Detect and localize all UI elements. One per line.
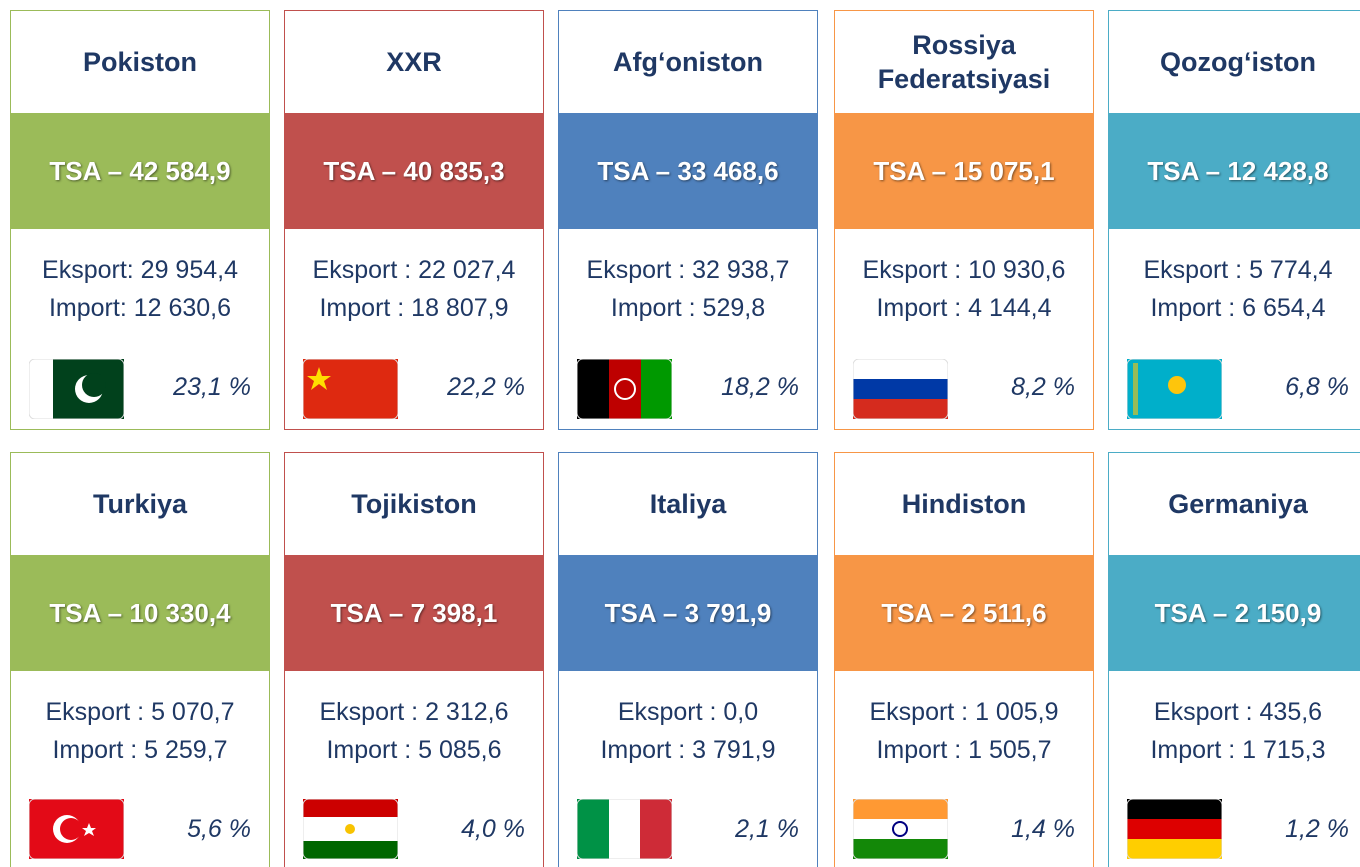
trade-share: 1,2 % <box>1285 815 1349 843</box>
flag <box>577 359 672 419</box>
import-value: Import: 12 630,6 <box>48 294 232 322</box>
trade-details: Eksport : 2 312,6 Import : 5 085,6 <box>285 693 543 769</box>
trade-share: 4,0 % <box>461 815 525 843</box>
country-card: Italiya TSA – 3 791,9 Eksport : 0,0 Import … <box>558 452 818 867</box>
trade-share: 18,2 % <box>721 373 799 401</box>
total-trade: TSA – 10 330,4 <box>11 555 269 671</box>
total-trade: TSA – 12 428,8 <box>1109 113 1360 229</box>
country-name: Tojikiston <box>351 489 477 519</box>
trade-details: Eksport : 435,6 Import : 1 715,3 <box>1109 693 1360 769</box>
total-trade: TSA – 7 398,1 <box>285 555 543 671</box>
import-value: Import : 5 259,7 <box>52 736 228 764</box>
import-value: Import : 5 085,6 <box>326 736 502 764</box>
import-value: Import : 529,8 <box>610 294 766 322</box>
export-value: Eksport : 0,0 <box>617 698 759 726</box>
total-trade: TSA – 42 584,9 <box>11 113 269 229</box>
import-value: Import : 4 144,4 <box>876 294 1052 322</box>
export-value: Eksport : 5 774,4 <box>1143 256 1333 284</box>
trade-share: 5,6 % <box>187 815 251 843</box>
country-card: Qozog‘iston TSA – 12 428,8 Eksport : 5 774… <box>1108 10 1360 430</box>
country-card: XXR TSA – 40 835,3 Eksport : 22 027,4 Impor… <box>284 10 544 430</box>
total-trade: TSA – 40 835,3 <box>285 113 543 229</box>
trade-share: 23,1 % <box>173 373 251 401</box>
flag <box>303 359 398 419</box>
trade-share: 1,4 % <box>1011 815 1075 843</box>
country-name: Hindiston <box>901 489 1027 519</box>
total-trade: TSA – 15 075,1 <box>835 113 1093 229</box>
country-name: Pokiston <box>82 47 197 77</box>
export-value: Eksport : 10 930,6 <box>862 256 1066 284</box>
export-value: Eksport : 22 027,4 <box>312 256 516 284</box>
total-trade: TSA – 2 511,6 <box>835 555 1093 671</box>
flag <box>577 799 672 859</box>
trade-share: 8,2 % <box>1011 373 1075 401</box>
import-value: Import : 3 791,9 <box>600 736 776 764</box>
country-name: Italiya <box>649 489 727 519</box>
trade-details: Eksport : 5 070,7 Import : 5 259,7 <box>11 693 269 769</box>
country-card: Tojikiston TSA – 7 398,1 Eksport : 2 312,6… <box>284 452 544 867</box>
export-value: Eksport : 2 312,6 <box>319 698 509 726</box>
country-name: Turkiya <box>92 489 188 519</box>
export-value: Eksport: 29 954,4 <box>42 256 238 284</box>
country-name: Afg‘oniston <box>613 47 763 77</box>
flag <box>1127 799 1222 859</box>
import-value: Import : 6 654,4 <box>1150 294 1326 322</box>
flag <box>853 799 948 859</box>
trade-details: Eksport : 32 938,7 Import : 529,8 <box>559 251 817 327</box>
export-value: Eksport : 1 005,9 <box>869 698 1059 726</box>
flag <box>303 799 398 859</box>
trade-details: Eksport: 29 954,4 Import: 12 630,6 <box>11 251 269 327</box>
export-value: Eksport : 32 938,7 <box>586 256 790 284</box>
trade-details: Eksport : 1 005,9 Import : 1 505,7 <box>835 693 1093 769</box>
import-value: Import : 18 807,9 <box>319 294 509 322</box>
flag <box>1127 359 1222 419</box>
trade-details: Eksport : 10 930,6 Import : 4 144,4 <box>835 251 1093 327</box>
flag <box>29 799 124 859</box>
total-trade: TSA – 3 791,9 <box>559 555 817 671</box>
flag <box>853 359 948 419</box>
trade-details: Eksport : 0,0 Import : 3 791,9 <box>559 693 817 769</box>
country-card: Germaniya TSA – 2 150,9 Eksport : 435,6 Imp… <box>1108 452 1360 867</box>
country-name: XXR <box>386 47 442 77</box>
total-trade: TSA – 2 150,9 <box>1109 555 1360 671</box>
export-value: Eksport : 435,6 <box>1153 698 1323 726</box>
import-value: Import : 1 715,3 <box>1150 736 1326 764</box>
trade-share: 2,1 % <box>735 815 799 843</box>
trade-details: Eksport : 5 774,4 Import : 6 654,4 <box>1109 251 1360 327</box>
trade-details: Eksport : 22 027,4 Import : 18 807,9 <box>285 251 543 327</box>
country-name: Rossiya Federatsiyasi <box>877 30 1051 94</box>
country-name: Germaniya <box>1168 489 1308 519</box>
export-value: Eksport : 5 070,7 <box>45 698 235 726</box>
country-card: Turkiya TSA – 10 330,4 Eksport : 5 070,7 Im… <box>10 452 270 867</box>
country-card: Pokiston TSA – 42 584,9 Eksport: 29 954,4 I… <box>10 10 270 430</box>
import-value: Import : 1 505,7 <box>876 736 1052 764</box>
trade-share: 6,8 % <box>1285 373 1349 401</box>
country-card: Afg‘oniston TSA – 33 468,6 Eksport : 32 93… <box>558 10 818 430</box>
flag <box>29 359 124 419</box>
country-card: Rossiya Federatsiyasi TSA – 15 075,1 Ekspo… <box>834 10 1094 430</box>
country-card: Hindiston TSA – 2 511,6 Eksport : 1 005,9 I… <box>834 452 1094 867</box>
country-name: Qozog‘iston <box>1160 47 1316 77</box>
trade-share: 22,2 % <box>447 373 525 401</box>
total-trade: TSA – 33 468,6 <box>559 113 817 229</box>
